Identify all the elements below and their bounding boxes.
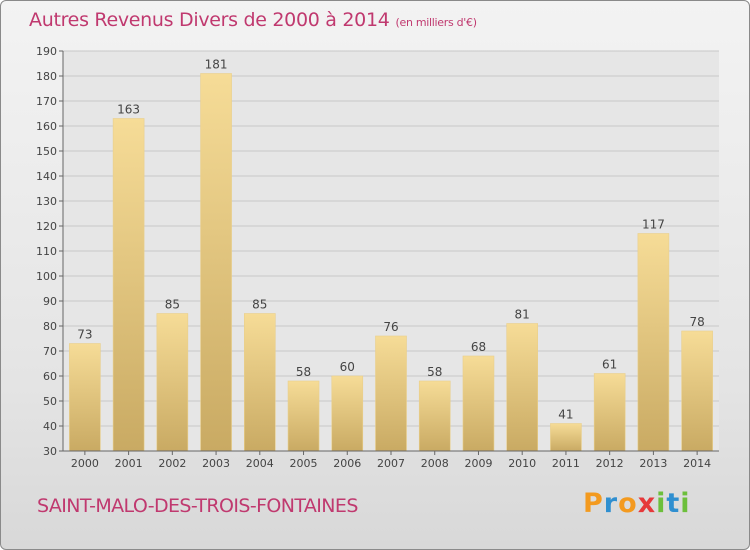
x-tick-label: 2001	[115, 457, 143, 470]
logo-letter: P	[583, 488, 604, 519]
y-tick-label: 100	[36, 270, 57, 283]
bar-2004	[244, 313, 276, 452]
bar-2009	[462, 355, 495, 452]
data-label-2014: 78	[689, 315, 704, 329]
data-label-2001: 163	[117, 103, 140, 117]
logo-letter: i	[656, 488, 667, 519]
bar-2005	[287, 380, 320, 452]
x-tick-label: 2002	[158, 457, 186, 470]
x-tick-label: 2011	[552, 457, 580, 470]
x-tick-label: 2007	[377, 457, 405, 470]
x-tick-label: 2004	[246, 457, 274, 470]
bar-2013	[637, 233, 670, 452]
y-tick-label: 160	[36, 120, 57, 133]
logo-letter: x	[637, 488, 657, 519]
y-tick-label: 90	[43, 295, 57, 308]
data-label-2002: 85	[165, 298, 180, 312]
bar-2014	[681, 330, 713, 452]
x-tick-label: 2006	[333, 457, 361, 470]
town-name: SAINT-MALO-DES-TROIS-FONTAINES	[37, 495, 358, 517]
y-tick-label: 80	[43, 320, 57, 333]
bar-2003	[200, 73, 232, 452]
y-tick-label: 120	[36, 220, 57, 233]
y-tick-label: 190	[36, 45, 57, 58]
x-tick-label: 2008	[421, 457, 449, 470]
unit-note: (en milliers d'€)	[395, 16, 477, 29]
bar-2011	[550, 423, 582, 452]
y-tick-label: 130	[36, 195, 57, 208]
x-tick-label: 2009	[464, 457, 492, 470]
x-tick-label: 2005	[290, 457, 318, 470]
data-label-2013: 117	[642, 218, 665, 232]
data-label-2004: 85	[252, 298, 267, 312]
y-tick-label: 170	[36, 95, 57, 108]
proxiti-logo: Proxiti	[583, 488, 691, 519]
logo-letter: i	[680, 488, 691, 519]
data-label-2008: 58	[427, 365, 442, 379]
title-text: Autres Revenus Divers de 2000 à 2014	[29, 9, 390, 31]
y-tick-label: 140	[36, 170, 57, 183]
x-tick-label: 2010	[508, 457, 536, 470]
x-tick-label: 2012	[596, 457, 624, 470]
x-tick-label: 2000	[71, 457, 99, 470]
data-label-2007: 76	[383, 320, 398, 334]
data-label-2009: 68	[471, 340, 486, 354]
y-tick-label: 40	[43, 420, 57, 433]
bar-2012	[593, 373, 626, 452]
y-tick-label: 30	[43, 445, 57, 458]
logo-letter: r	[603, 488, 619, 519]
data-label-2012: 61	[602, 358, 617, 372]
chart-title: Autres Revenus Divers de 2000 à 2014 (en …	[29, 9, 477, 31]
data-label-2010: 81	[515, 308, 530, 322]
bar-2007	[375, 335, 407, 452]
bar-2010	[506, 323, 539, 452]
bar-2002	[156, 313, 189, 452]
y-tick-label: 110	[36, 245, 57, 258]
x-tick-label: 2003	[202, 457, 230, 470]
logo-letter: o	[618, 488, 638, 519]
y-tick-label: 150	[36, 145, 57, 158]
bar-2000	[69, 343, 101, 452]
bar-2006	[331, 375, 364, 452]
x-tick-label: 2014	[683, 457, 711, 470]
y-tick-label: 180	[36, 70, 57, 83]
data-label-2000: 73	[77, 328, 92, 342]
y-tick-label: 70	[43, 345, 57, 358]
data-label-2006: 60	[340, 360, 355, 374]
bar-2001	[112, 118, 145, 452]
x-tick-label: 2013	[639, 457, 667, 470]
data-label-2005: 58	[296, 365, 311, 379]
y-tick-label: 50	[43, 395, 57, 408]
data-label-2011: 41	[558, 408, 573, 422]
data-label-2003: 181	[205, 58, 228, 72]
bar-2008	[418, 380, 451, 452]
y-tick-label: 60	[43, 370, 57, 383]
logo-letter: t	[666, 488, 681, 519]
